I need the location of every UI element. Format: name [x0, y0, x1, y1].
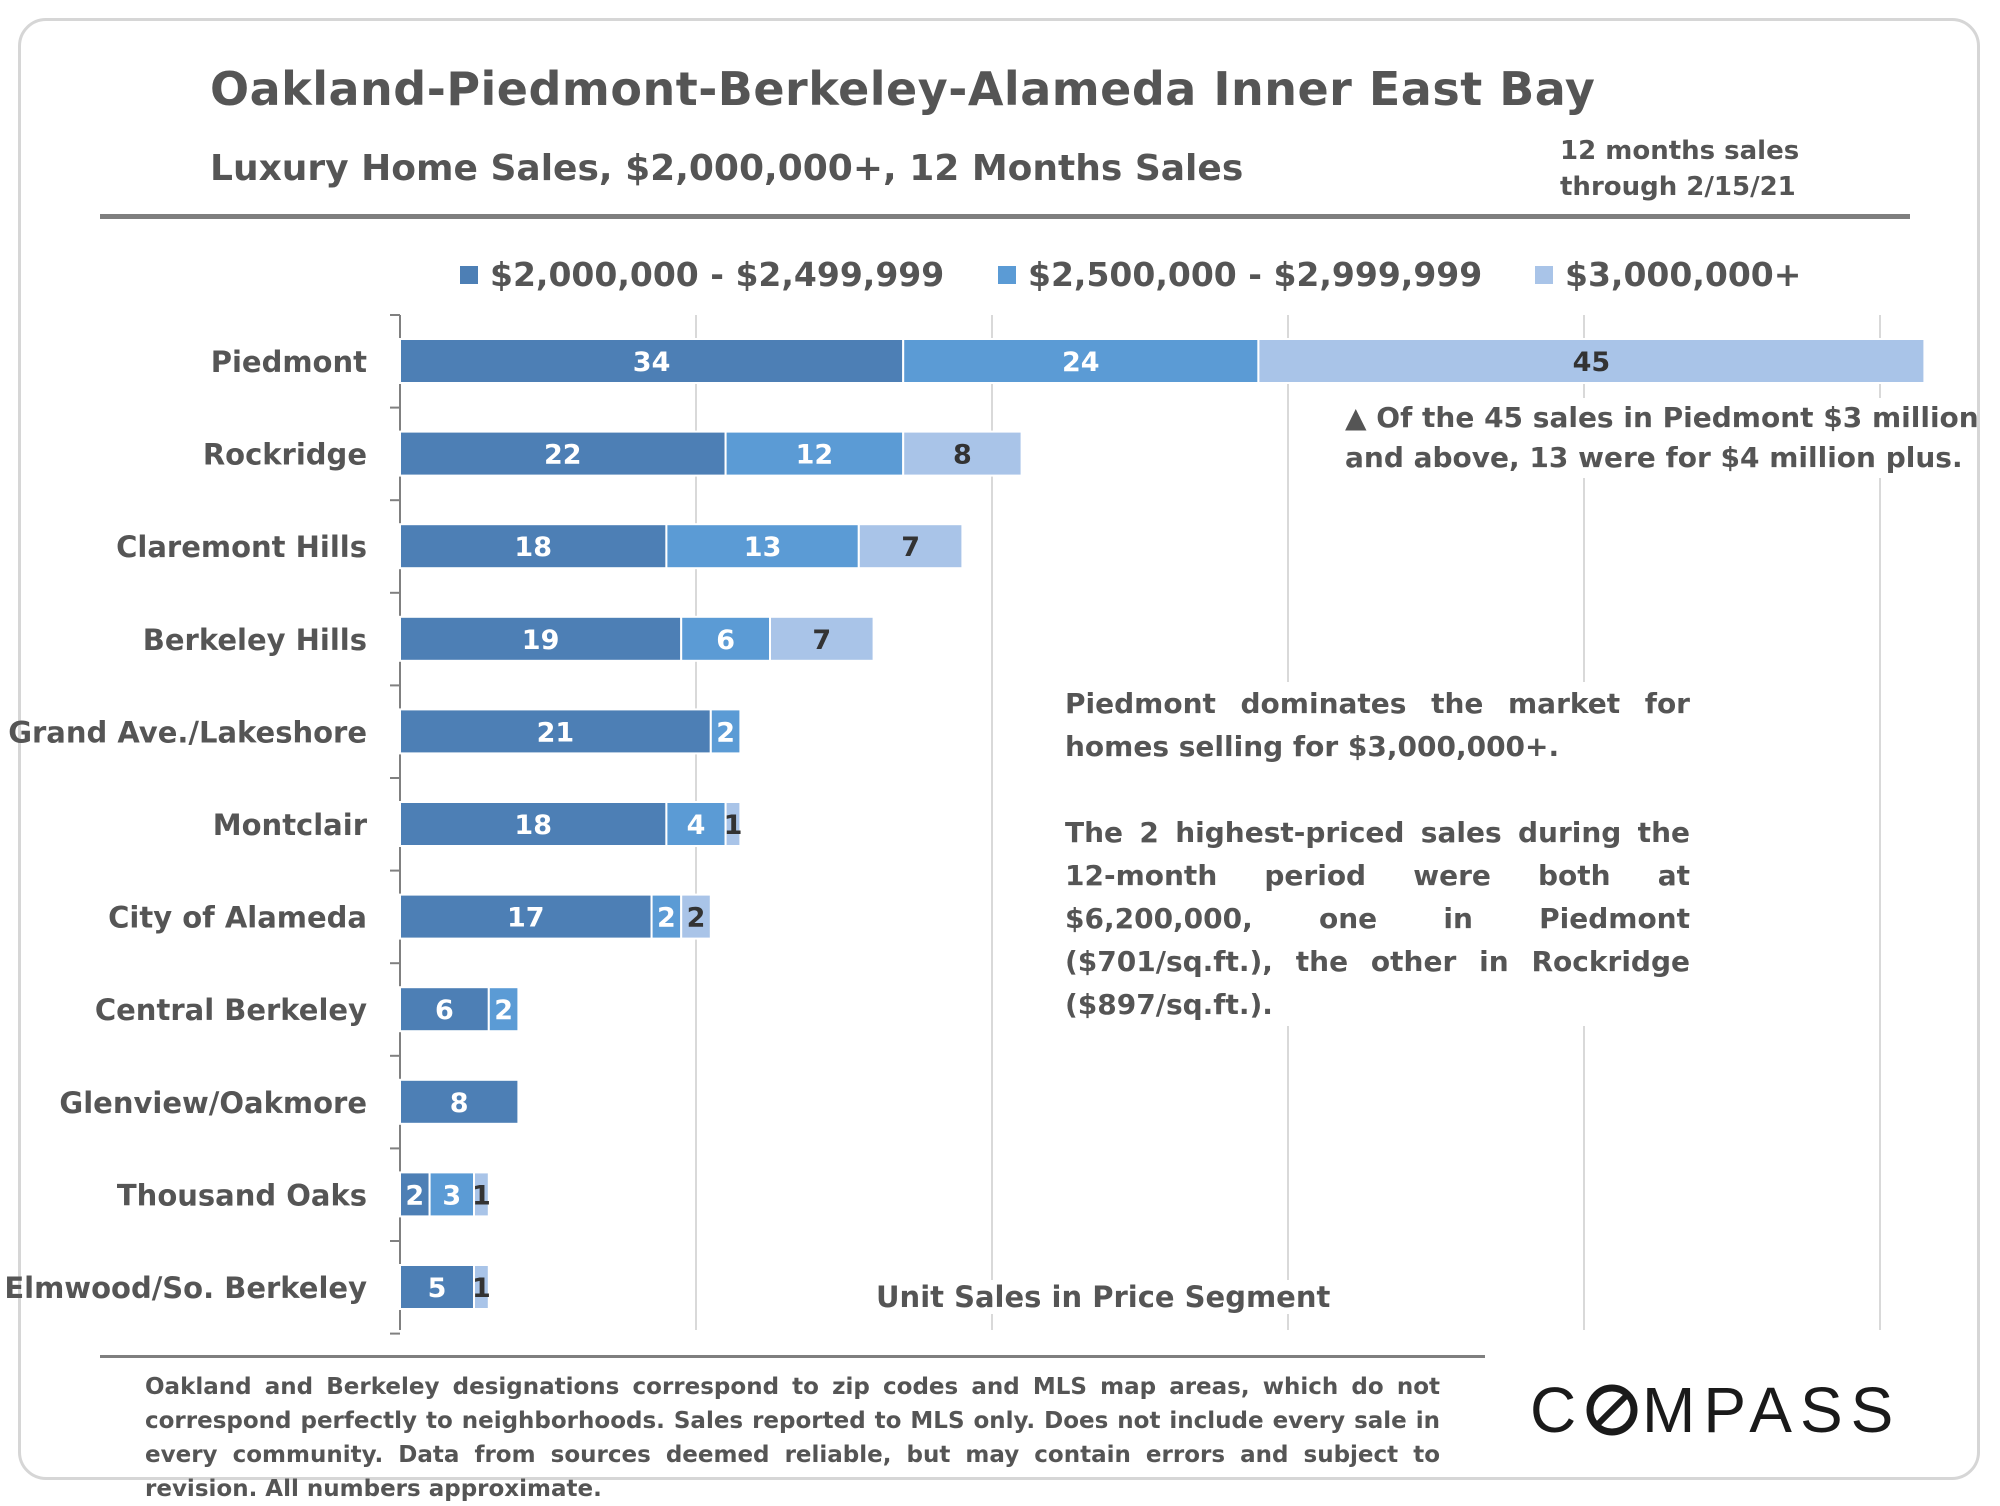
bar-value-label: 19 [522, 625, 560, 656]
bar-value-label: 7 [812, 625, 831, 656]
category-label: Piedmont [211, 345, 367, 379]
period-note-line-2: through 2/15/21 [1560, 172, 1796, 202]
disclaimer-text: Oakland and Berkeley designations corres… [145, 1374, 1440, 1502]
bar-value-label: 1 [472, 1180, 491, 1211]
legend-item-segment-2: $2,500,000 - $2,999,999 [998, 255, 1482, 294]
bar-segment [724, 801, 742, 847]
bar-value-label: 2 [405, 1180, 424, 1211]
bar-segment [857, 523, 964, 570]
legend-label-segment-1: $2,000,000 - $2,499,999 [490, 255, 945, 294]
category-label: Thousand Oaks [117, 1178, 367, 1212]
bar-segment [473, 1264, 490, 1310]
header-divider [100, 214, 1910, 219]
bar-value-label: 4 [687, 810, 706, 841]
bar-value-label: 13 [744, 532, 782, 563]
bar-value-label: 12 [796, 440, 834, 471]
bar-value-label: 8 [953, 440, 972, 471]
bar-segment [399, 1264, 475, 1310]
category-label: Berkeley Hills [143, 623, 367, 657]
category-label: Grand Ave./Lakeshore [8, 715, 367, 749]
bar-value-label: 8 [450, 1088, 469, 1119]
legend-item-segment-3: $3,000,000+ [1535, 255, 1801, 294]
bar-segment [1257, 338, 1926, 384]
category-label: Claremont Hills [116, 530, 367, 564]
legend-swatch-segment-3 [1535, 265, 1553, 284]
category-label: Montclair [213, 808, 368, 842]
bar-segment [769, 615, 875, 662]
market-commentary-paragraph-1: Piedmont dominates the market for homes … [1065, 687, 1690, 763]
bar-segment [399, 338, 905, 384]
footer-divider [100, 1355, 1485, 1358]
market-commentary: Piedmont dominates the market for homes … [1065, 682, 1690, 1026]
bar-segment [665, 801, 727, 847]
bar-segment [650, 893, 683, 940]
category-label: Glenview/Oakmore [59, 1086, 367, 1120]
bar-value-label: 45 [1573, 347, 1611, 378]
bar-segment [399, 1171, 431, 1218]
category-label: City of Alameda [108, 901, 367, 935]
bar-segment [399, 708, 712, 755]
bar-segment [399, 523, 668, 570]
bar-value-label: 21 [537, 717, 575, 748]
market-commentary-paragraph-2: The 2 highest-priced sales during the 12… [1065, 816, 1690, 1021]
bar-value-label: 2 [657, 903, 676, 934]
bar-value-label: 6 [716, 625, 735, 656]
x-axis-label: Unit Sales in Price Segment [870, 1280, 1337, 1314]
bar-value-label: 2 [494, 995, 513, 1026]
legend-swatch-segment-1 [460, 265, 478, 284]
bar-value-label: 5 [428, 1273, 447, 1304]
legend-label-segment-2: $2,500,000 - $2,999,999 [1028, 255, 1483, 294]
chart-title: Oakland-Piedmont-Berkeley-Alameda Inner … [210, 62, 1596, 116]
period-note: 12 months sales through 2/15/21 [1560, 133, 1799, 205]
legend-swatch-segment-2 [998, 265, 1016, 284]
bar-segment [399, 893, 653, 940]
bar-value-label: 24 [1062, 347, 1100, 378]
bar-value-label: 2 [687, 903, 706, 934]
compass-logo-o [1586, 1384, 1638, 1436]
bar-segment [399, 615, 683, 662]
bar-value-label: 2 [716, 717, 735, 748]
bar-value-label: 3 [442, 1180, 461, 1211]
compass-logo: COMPASS [1530, 1374, 1901, 1446]
legend-item-segment-1: $2,000,000 - $2,499,999 [460, 255, 944, 294]
bar-segment [680, 893, 712, 940]
category-label: Rockridge [203, 438, 367, 472]
bar-value-label: 22 [544, 440, 582, 471]
bar-segment [709, 708, 742, 755]
compass-logo-text: COMPASS [1530, 1374, 1901, 1446]
chart-subtitle: Luxury Home Sales, $2,000,000+, 12 Month… [210, 148, 1244, 189]
piedmont-annotation: ▲ Of the 45 sales in Piedmont $3 million… [1345, 398, 1979, 478]
bar-segment [724, 430, 905, 477]
category-label: Central Berkeley [95, 993, 367, 1027]
chart-frame [18, 18, 1980, 1480]
period-note-line-1: 12 months sales [1560, 136, 1800, 166]
bar-value-label: 1 [472, 1273, 491, 1304]
bar-segment [428, 1171, 476, 1218]
bar-value-label: 7 [901, 532, 920, 563]
piedmont-annotation-line-1: ▲ Of the 45 sales in Piedmont $3 million [1345, 401, 1979, 434]
bar-segment [902, 430, 1023, 477]
bar-segment [399, 801, 668, 847]
bar-value-label: 1 [724, 810, 743, 841]
legend-label-segment-3: $3,000,000+ [1565, 255, 1802, 294]
category-label: Elmwood/So. Berkeley [4, 1271, 367, 1305]
bar-segment [473, 1171, 490, 1218]
bar-segment [680, 615, 772, 662]
bar-value-label: 17 [507, 903, 545, 934]
bar-value-label: 34 [633, 347, 671, 378]
bar-value-label: 18 [514, 532, 552, 563]
bar-value-label: 6 [435, 995, 454, 1026]
bar-segment [665, 523, 860, 570]
piedmont-annotation-line-2: and above, 13 were for $4 million plus. [1345, 441, 1963, 474]
bar-segment [399, 430, 727, 477]
bar-segment [487, 986, 520, 1033]
bar-value-label: 18 [514, 810, 552, 841]
legend: $2,000,000 - $2,499,999 $2,500,000 - $2,… [0, 255, 2000, 295]
bar-segment [399, 1078, 520, 1125]
